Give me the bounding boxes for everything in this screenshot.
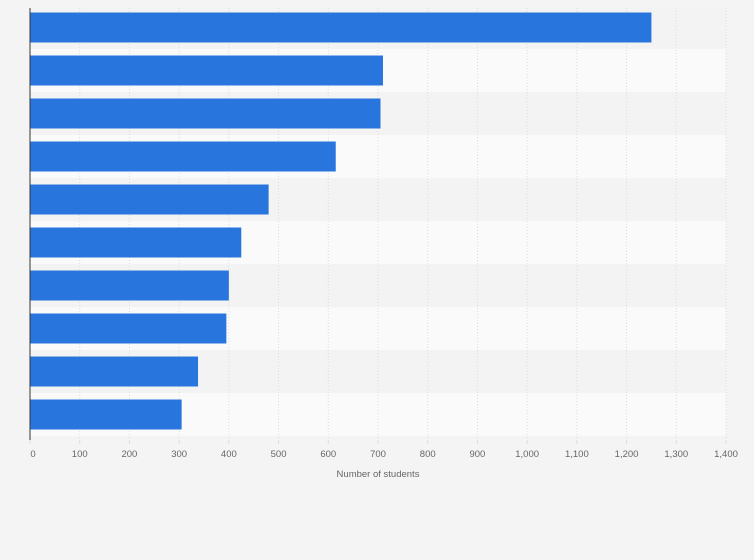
- x-tick-label: 700: [370, 449, 386, 460]
- bar[interactable]: [30, 399, 182, 430]
- x-tick-label: 900: [469, 449, 485, 460]
- x-tick-label: 1,400: [714, 449, 738, 460]
- bar[interactable]: [30, 141, 336, 172]
- x-axis-ticks: 0 100 200 300 400 500 600 700 800 900 1,000 1,100 1,…: [29, 440, 738, 460]
- x-tick-label: 1,200: [615, 449, 639, 460]
- x-tick-label: 400: [221, 449, 237, 460]
- x-tick-label: 0: [30, 449, 35, 460]
- bars: [30, 12, 652, 430]
- bar[interactable]: [30, 227, 242, 258]
- bar[interactable]: [30, 98, 381, 129]
- x-tick-label: 1,000: [515, 449, 539, 460]
- bar[interactable]: [30, 55, 383, 86]
- x-tick-label: 600: [320, 449, 336, 460]
- x-tick-label: 100: [72, 449, 88, 460]
- x-tick-label: 300: [171, 449, 187, 460]
- x-axis-title: Number of students: [337, 469, 420, 480]
- bar[interactable]: [30, 184, 269, 215]
- x-tick-label: 1,300: [664, 449, 688, 460]
- bar[interactable]: [30, 12, 652, 43]
- x-tick-label: 500: [271, 449, 287, 460]
- bar[interactable]: [30, 313, 227, 344]
- x-tick-label: 200: [121, 449, 137, 460]
- bar[interactable]: [30, 356, 199, 387]
- x-tick-label: 1,100: [565, 449, 589, 460]
- bar[interactable]: [30, 270, 229, 301]
- x-tick-label: 800: [420, 449, 436, 460]
